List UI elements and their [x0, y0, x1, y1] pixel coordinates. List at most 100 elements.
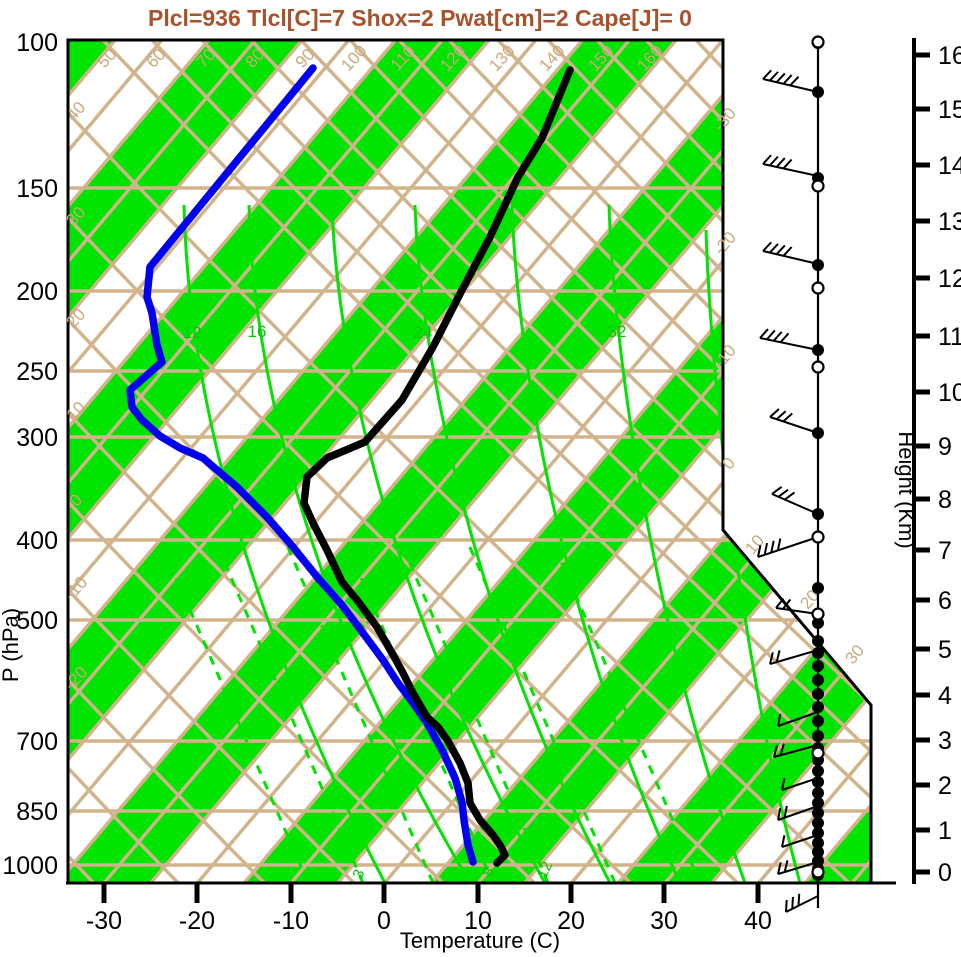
dry-adiabat-label: -10 — [61, 573, 92, 604]
wind-barb-tick — [773, 745, 779, 758]
wind-barb-shaft — [769, 649, 819, 665]
wind-barb-tick — [759, 328, 769, 339]
height-tick-label: 10 — [938, 379, 961, 407]
wind-barb-shaft — [762, 250, 819, 265]
wind-barb-shaft — [781, 777, 819, 791]
wind-barb-tick — [762, 69, 772, 80]
pressure-tick-label: 250 — [16, 358, 58, 386]
isotherm-label: 30 — [841, 641, 868, 668]
wind-barb-tick — [770, 540, 775, 553]
wind-barb-tick — [782, 412, 793, 423]
wind-barb-column — [757, 35, 825, 913]
wind-level-dot — [812, 807, 824, 819]
height-tick-label: 6 — [938, 587, 952, 615]
dry-adiabat-label: 60 — [143, 45, 170, 72]
wind-barb-tick — [782, 598, 792, 610]
wind-barb-tick — [772, 331, 783, 342]
wind-level-dot — [812, 765, 824, 777]
pressure-tick-label: 500 — [16, 607, 58, 635]
wind-level-open-dot — [811, 35, 825, 49]
wind-barb-tick — [785, 899, 788, 913]
wind-level-dot — [812, 817, 824, 829]
temperature-tick-label: 10 — [464, 907, 492, 935]
wind-level-dot — [812, 86, 824, 98]
wind-barb-shaft — [762, 163, 819, 177]
wind-barb-tick — [777, 488, 789, 498]
wind-barb-tick — [783, 805, 788, 818]
height-tick-label: 1 — [938, 817, 952, 845]
wind-level-open-dot — [811, 281, 825, 295]
wind-level-dot — [812, 674, 824, 686]
wind-barb-tick — [776, 538, 782, 551]
wind-level-open-dot — [811, 607, 825, 621]
wind-level-dot — [812, 617, 824, 629]
pressure-tick-label: 400 — [16, 527, 58, 555]
wind-barb-tick — [781, 835, 786, 848]
wind-level-dot — [812, 508, 824, 520]
height-tick-label: 3 — [938, 727, 952, 755]
temperature-tick-label: 40 — [744, 907, 772, 935]
height-tick-label: 15 — [938, 96, 961, 124]
chart-render-root: 50 60 70 80 90 100 110 120 130 140 150 160403020100… — [2, 29, 961, 935]
wind-barb-tick — [791, 896, 794, 909]
wind-barb-tick — [775, 410, 787, 420]
wind-barb-tick — [769, 155, 779, 167]
temperature-axis: -30 -20 -10 0 10 20 30 40 — [86, 883, 772, 935]
wind-level-dot — [812, 259, 824, 271]
dry-adiabat-label: 130 — [485, 41, 518, 75]
moist-and-mixing-labels: 12 16 24 323 8 12 — [183, 322, 627, 881]
temperature-tick-label: 30 — [650, 907, 678, 935]
wind-barb-tick — [777, 714, 782, 727]
wind-level-dot — [812, 776, 824, 788]
wind-barb-tick — [782, 74, 793, 85]
height-tick-label: 13 — [938, 208, 961, 236]
moist-adiabat-label: 32 — [608, 322, 627, 341]
wind-barb-shaft — [785, 895, 819, 913]
height-tick-label: 7 — [938, 537, 952, 565]
height-tick-label: 16 — [938, 42, 961, 70]
pressure-tick-label: 850 — [16, 798, 58, 826]
wind-barb-shaft — [781, 834, 819, 848]
temperature-tick-label: -30 — [86, 907, 122, 935]
height-tick-label: 12 — [938, 265, 961, 293]
wind-barb-shaft — [769, 416, 819, 434]
moist-adiabat-label: 24 — [414, 323, 433, 342]
wind-barb-tick — [769, 71, 779, 82]
pressure-tick-label: 1000 — [2, 852, 58, 880]
wind-barb-tick — [766, 329, 776, 341]
isotherm-label: -20 — [710, 228, 740, 259]
pressure-tick-label: 300 — [16, 424, 58, 452]
wind-barb-tick — [782, 246, 793, 257]
height-tick-label: 9 — [938, 433, 952, 461]
height-tick-label: 4 — [938, 682, 952, 710]
height-tick-label: 8 — [938, 486, 952, 514]
wind-barb-tick — [769, 408, 780, 418]
wind-level-dot — [812, 837, 824, 849]
wind-barb-tick — [762, 241, 772, 252]
wind-barb-tick — [789, 76, 800, 87]
wind-barb-tick — [779, 332, 790, 343]
wind-barb-tick — [777, 862, 782, 875]
wind-level-dot — [812, 582, 824, 594]
height-tick-label: 11 — [938, 323, 961, 351]
temperature-tick-label: 0 — [377, 907, 391, 935]
height-tick-label: 0 — [938, 859, 952, 887]
wind-barb-tick — [777, 808, 782, 821]
wind-level-dot — [812, 797, 824, 809]
dewpoint-curve — [126, 64, 477, 866]
wind-barb-shaft — [777, 861, 819, 875]
wind-level-dot — [812, 635, 824, 647]
wind-barb-shaft — [759, 337, 819, 351]
wind-barb-shaft — [771, 493, 819, 515]
wind-barb-tick — [782, 158, 793, 170]
pressure-tick-label: 200 — [16, 278, 58, 306]
pressure-tick-label: 700 — [16, 728, 58, 756]
wind-level-dot — [812, 427, 824, 439]
wind-barb-tick — [757, 545, 762, 558]
wind-barb-tick — [775, 157, 786, 168]
y-axis-title-height: Height (Km) — [894, 431, 919, 548]
height-tick-label: 5 — [938, 636, 952, 664]
moist-adiabat-label: 12 — [183, 323, 202, 342]
